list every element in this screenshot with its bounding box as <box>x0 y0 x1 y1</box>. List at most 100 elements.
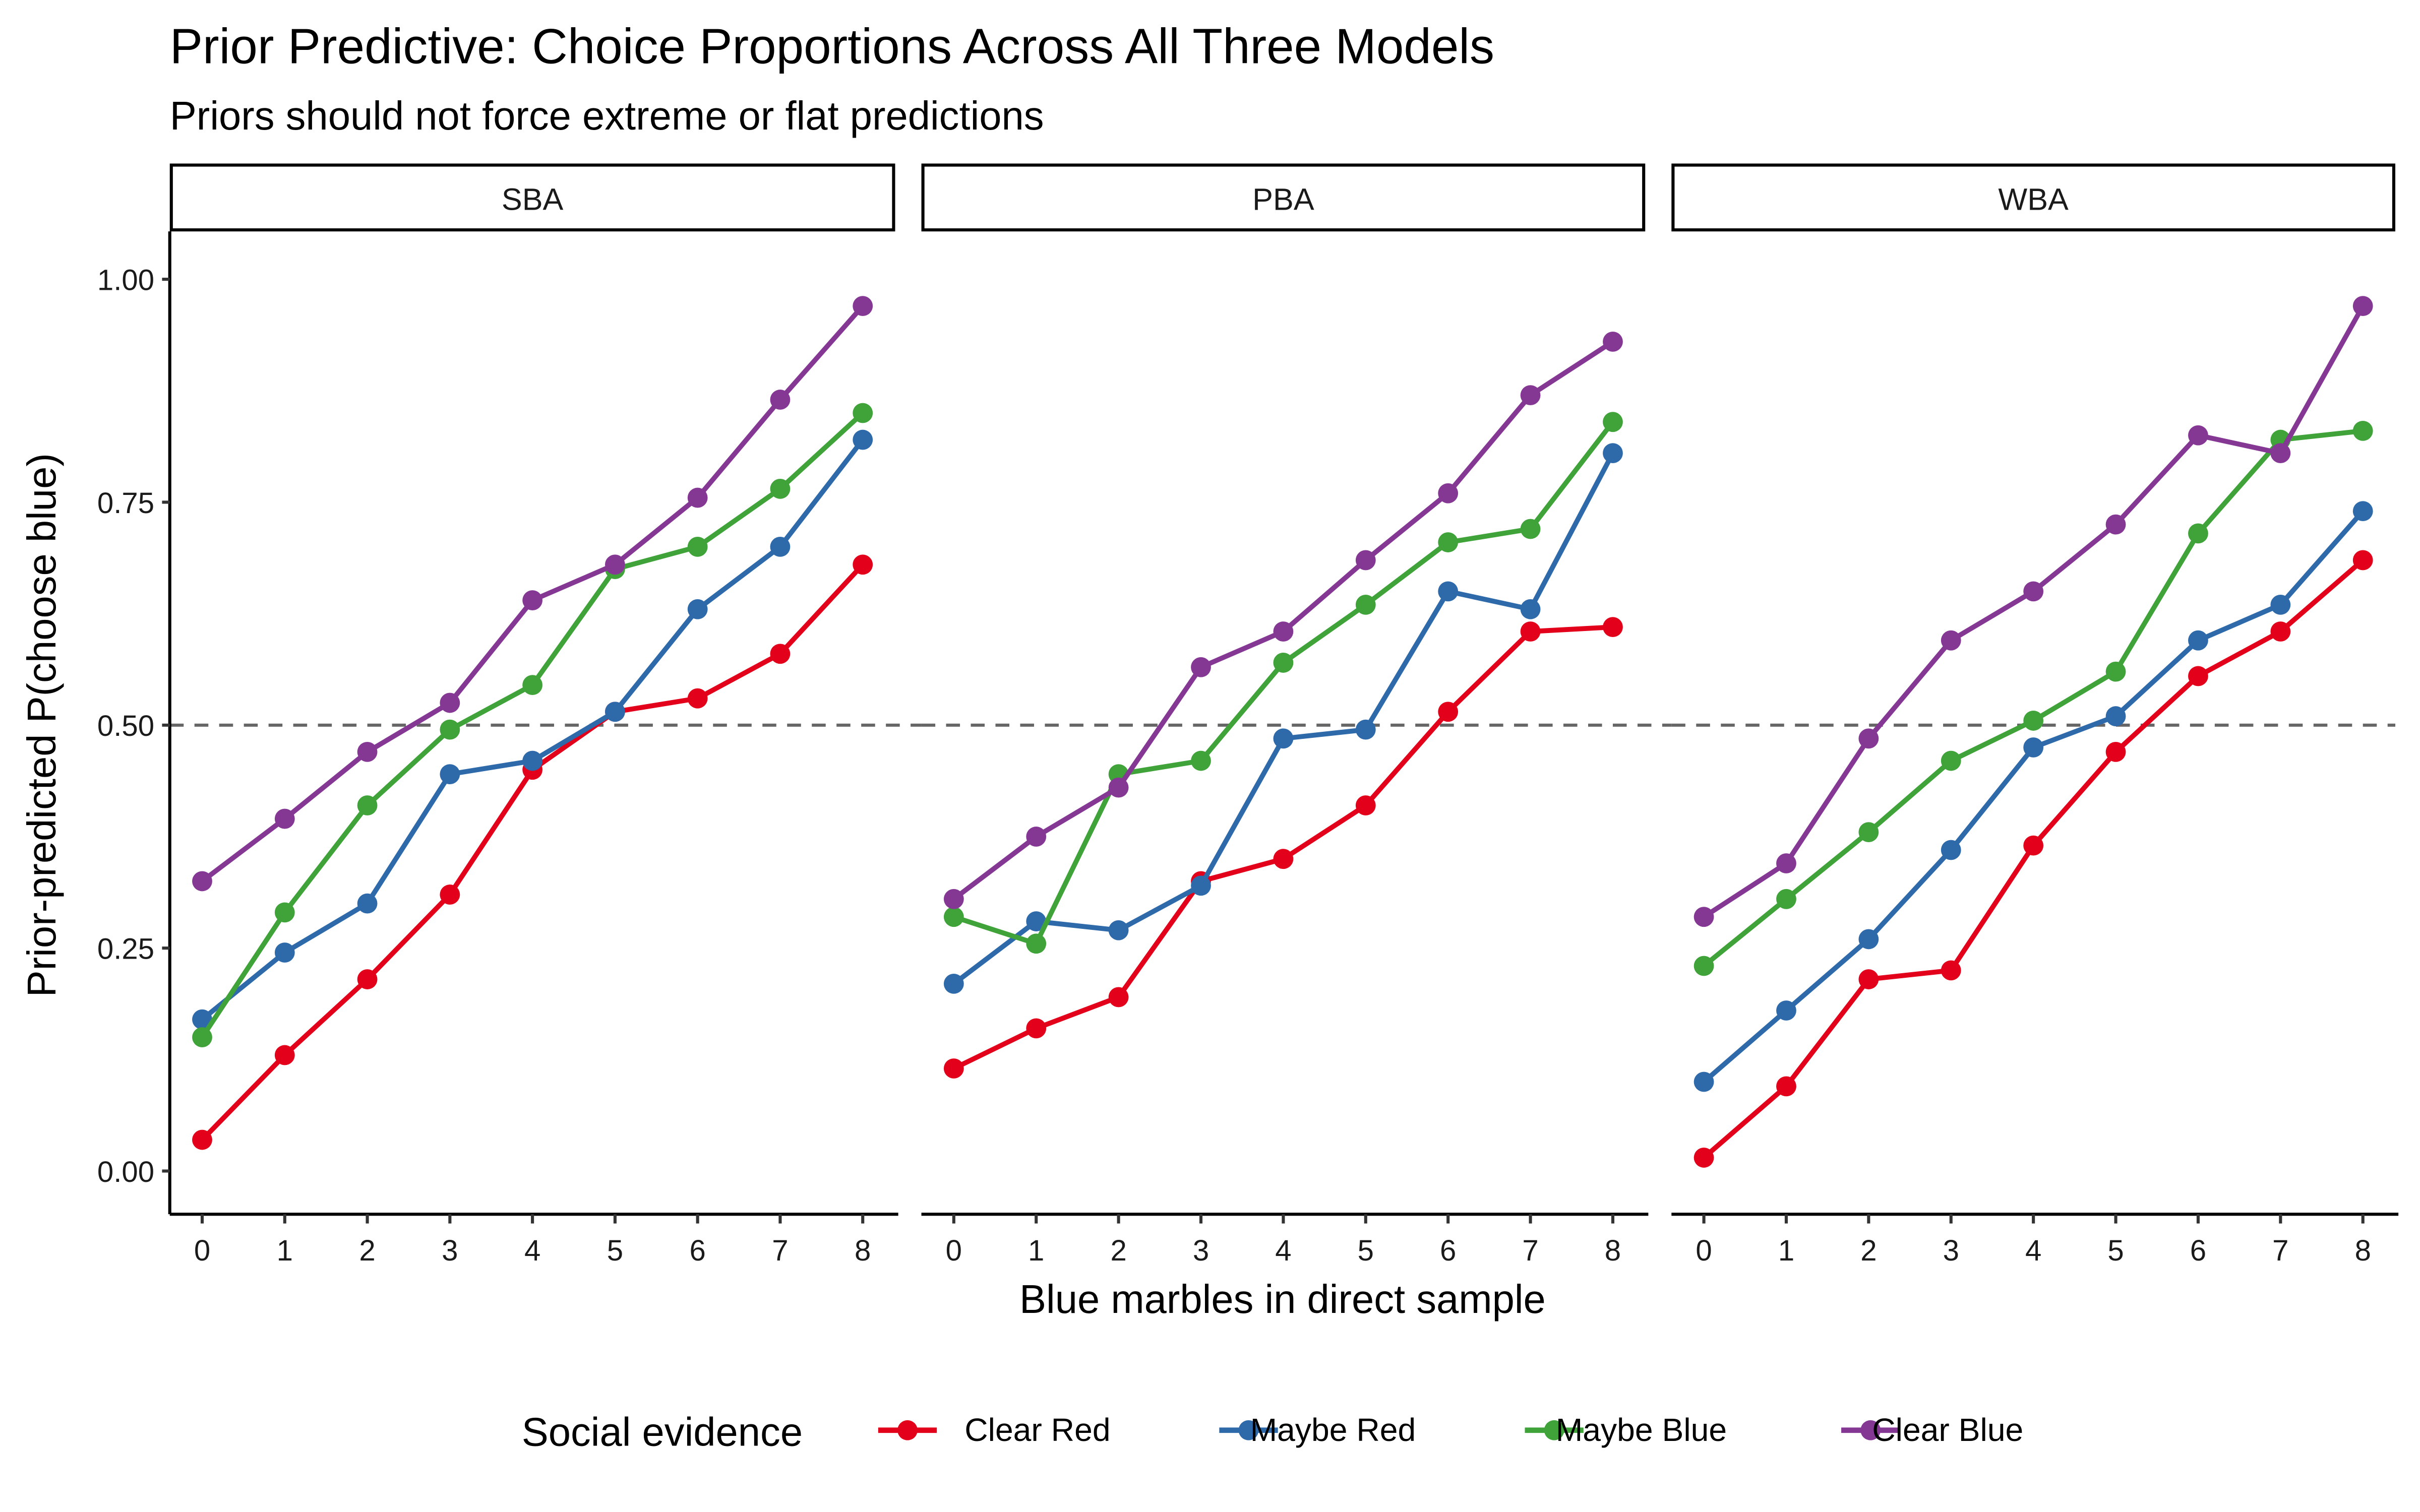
data-point-clear-blue <box>853 296 873 317</box>
data-point-clear-red <box>1776 1076 1796 1097</box>
data-point-clear-blue <box>2188 425 2208 446</box>
x-tick-label: 3 <box>1193 1234 1209 1267</box>
data-point-maybe-red <box>357 893 378 914</box>
data-point-maybe-red <box>192 1009 212 1030</box>
data-point-clear-blue <box>1941 630 1961 651</box>
data-point-maybe-blue <box>2105 661 2126 682</box>
data-point-maybe-red <box>943 974 964 994</box>
facet-panel-sba: SBA 0.00 0.25 0.50 0.75 1.00 0 1 2 3 4 5 6 7 8 <box>97 163 922 1267</box>
data-point-clear-blue <box>1520 385 1541 406</box>
x-tick-label: 7 <box>1522 1234 1538 1267</box>
data-point-clear-red <box>1858 969 1879 989</box>
data-point-maybe-blue <box>522 675 543 696</box>
data-point-maybe-red <box>1603 443 1623 464</box>
legend-item-maybe-red: Maybe Red <box>1219 1412 1416 1448</box>
x-tick-label: 6 <box>1440 1234 1456 1267</box>
data-point-maybe-red <box>687 599 708 619</box>
data-point-maybe-blue <box>1520 519 1541 539</box>
y-tick-label: 0.00 <box>97 1156 154 1188</box>
data-point-clear-red <box>1520 621 1541 642</box>
x-tick-label: 6 <box>690 1234 706 1267</box>
data-point-maybe-red <box>1438 581 1459 602</box>
data-point-maybe-red <box>522 750 543 771</box>
x-tick-label: 0 <box>194 1234 210 1267</box>
x-tick-label: 1 <box>1028 1234 1044 1267</box>
data-point-clear-blue <box>522 590 543 610</box>
data-point-maybe-blue <box>1355 595 1376 615</box>
data-point-maybe-red <box>1776 1000 1796 1021</box>
data-point-clear-blue <box>1273 621 1294 642</box>
data-point-maybe-red <box>2352 501 2373 522</box>
facet-strip-label: PBA <box>1252 182 1314 216</box>
legend-label: Maybe Red <box>1250 1412 1416 1448</box>
data-point-clear-red <box>1273 849 1294 869</box>
facet-panel-wba: WBA 0 1 2 3 4 5 6 7 8 <box>1671 163 2399 1267</box>
data-point-maybe-blue <box>1026 933 1047 954</box>
data-point-maybe-red <box>440 764 460 784</box>
x-tick-label: 5 <box>2107 1234 2124 1267</box>
data-point-maybe-red <box>1858 929 1879 950</box>
data-point-clear-blue <box>357 741 378 762</box>
data-point-clear-red <box>687 688 708 709</box>
data-point-clear-blue <box>274 808 295 829</box>
data-point-clear-red <box>853 554 873 575</box>
data-point-clear-red <box>943 1058 964 1079</box>
data-point-clear-red <box>2188 666 2208 686</box>
legend-label: Clear Red <box>964 1412 1110 1448</box>
x-tick-label: 1 <box>277 1234 293 1267</box>
legend: Social evidence Clear Red Maybe Red Maybe … <box>522 1409 2024 1454</box>
data-point-clear-blue <box>687 487 708 508</box>
data-point-maybe-blue <box>1693 956 1714 976</box>
data-point-maybe-blue <box>1776 889 1796 909</box>
y-tick-label: 0.25 <box>97 933 154 966</box>
data-point-maybe-blue <box>357 795 378 815</box>
data-point-maybe-red <box>274 942 295 963</box>
series-line-clear-blue <box>952 339 1614 901</box>
data-point-clear-blue <box>1776 853 1796 873</box>
y-tick-label: 1.00 <box>97 264 154 297</box>
data-point-clear-red <box>1941 960 1961 981</box>
data-point-maybe-red <box>1026 911 1047 931</box>
data-point-clear-red <box>192 1129 212 1150</box>
data-point-clear-red <box>1438 702 1459 722</box>
data-point-maybe-red <box>1273 728 1294 749</box>
data-point-clear-red <box>1355 795 1376 815</box>
data-point-clear-red <box>1603 617 1623 638</box>
data-point-maybe-blue <box>853 403 873 423</box>
data-point-maybe-blue <box>1273 653 1294 673</box>
legend-key-point <box>1544 1420 1564 1440</box>
data-point-maybe-blue <box>1438 532 1459 552</box>
data-point-clear-blue <box>943 889 964 909</box>
data-point-maybe-red <box>2188 630 2208 651</box>
series-line-clear-red <box>200 562 865 1142</box>
data-point-maybe-blue <box>1603 412 1623 432</box>
data-point-clear-blue <box>1355 550 1376 571</box>
x-tick-label: 8 <box>855 1234 871 1267</box>
data-point-clear-red <box>274 1045 295 1065</box>
data-point-maybe-red <box>2023 737 2044 758</box>
legend-label: Clear Blue <box>1872 1412 2023 1448</box>
data-point-clear-blue <box>1191 657 1211 677</box>
facet-strip-label: SBA <box>502 182 564 216</box>
facet-panel-pba: PBA 0 1 2 3 4 5 6 7 8 <box>921 163 1672 1267</box>
data-point-clear-blue <box>1858 728 1879 749</box>
data-point-maybe-blue <box>2023 711 2044 731</box>
data-point-clear-blue <box>2023 581 2044 602</box>
legend-item-clear-blue: Clear Blue <box>1841 1412 2023 1448</box>
x-tick-label: 8 <box>1605 1234 1621 1267</box>
x-tick-label: 4 <box>1275 1234 1291 1267</box>
data-point-clear-blue <box>605 554 625 575</box>
data-point-clear-red <box>357 969 378 989</box>
data-point-maybe-blue <box>770 478 791 499</box>
facet-strip <box>921 163 1646 232</box>
data-point-maybe-blue <box>2188 523 2208 544</box>
data-point-clear-blue <box>1026 827 1047 847</box>
x-tick-label: 1 <box>1778 1234 1794 1267</box>
data-point-clear-red <box>770 644 791 664</box>
facet-strip <box>169 163 895 232</box>
legend-key-point <box>1238 1420 1259 1440</box>
data-point-clear-red <box>2023 835 2044 856</box>
data-point-maybe-red <box>1693 1072 1714 1092</box>
data-point-maybe-blue <box>440 719 460 740</box>
